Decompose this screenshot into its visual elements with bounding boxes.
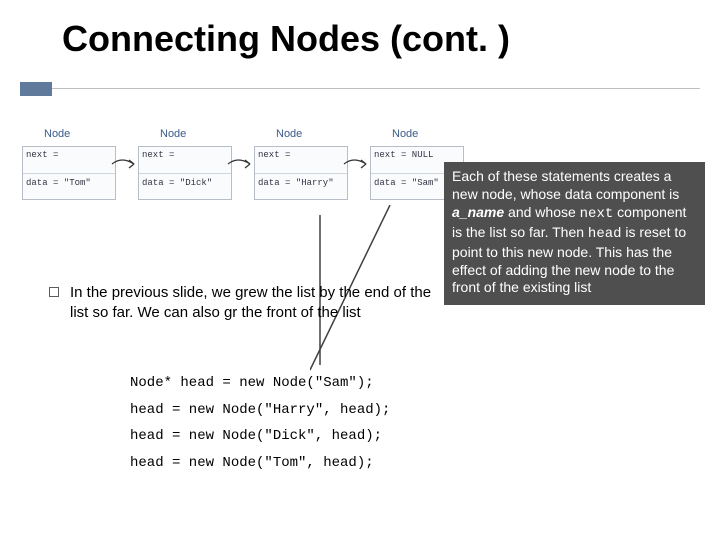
- accent-bar: [20, 82, 52, 96]
- node-next-field: next = NULL: [374, 150, 433, 160]
- code-block: Node* head = new Node("Sam"); head = new…: [130, 370, 390, 476]
- node-box: Node next = data = "Harry": [252, 130, 354, 214]
- callout-code-head: head: [588, 226, 622, 242]
- callout-text: Each of these statements creates a new n…: [452, 168, 686, 295]
- callout-italic: a_name: [452, 204, 504, 220]
- node-next-field: next =: [258, 150, 290, 160]
- node-next-field: next =: [26, 150, 58, 160]
- node-box: Node next = data = "Dick": [136, 130, 238, 214]
- node-type-label: Node: [44, 128, 70, 140]
- slide-title: Connecting Nodes (cont. ): [62, 18, 510, 60]
- title-rule: [52, 88, 700, 89]
- node-type-label: Node: [160, 128, 186, 140]
- callout-code-next: next: [580, 206, 614, 222]
- node-data-field: data = "Dick": [142, 178, 212, 188]
- node-next-field: next =: [142, 150, 174, 160]
- node-data-field: data = "Tom": [26, 178, 91, 188]
- node-data-field: data = "Sam": [374, 178, 439, 188]
- bullet-paragraph: In the previous slide, we grew the list …: [70, 283, 448, 323]
- linked-list-diagram: Node next = data = "Tom" Node next = data = "…: [20, 130, 490, 222]
- node-type-label: Node: [392, 128, 418, 140]
- bullet-marker: [49, 287, 59, 297]
- node-data-field: data = "Harry": [258, 178, 334, 188]
- node-box: Node next = data = "Tom": [20, 130, 122, 214]
- callout-box: Each of these statements creates a new n…: [444, 162, 705, 305]
- node-type-label: Node: [276, 128, 302, 140]
